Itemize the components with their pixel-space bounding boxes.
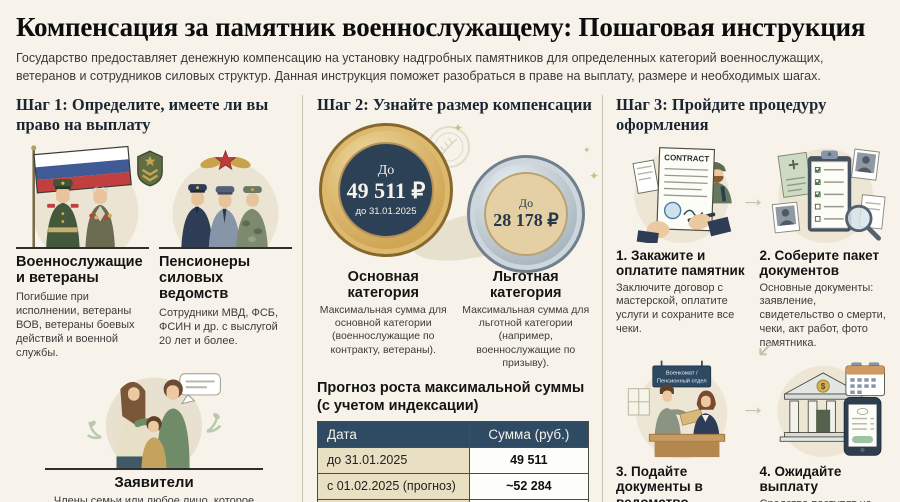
office-illustration: Военкомат / Пенсионный отдел (616, 357, 748, 459)
forecast-amount: ~52 284 (468, 473, 590, 501)
family-illustration (59, 368, 249, 469)
office-sign-line1: Военкомат / (666, 371, 698, 377)
sparkle-icon: ✦ (453, 120, 464, 135)
category-main-description: Максимальная сумма для основной категори… (319, 303, 447, 356)
forecast-header-amount: Сумма (руб.) (468, 421, 590, 449)
group-police-title: Пенсионеры силовых ведомств (159, 253, 251, 303)
applicants-block: Заявители Члены семьи или любое лицо, ко… (16, 368, 292, 502)
contract-label: CONTRACT (664, 153, 709, 164)
forecast-amount: ~55 212 (468, 499, 590, 502)
procedure-item-1: CONTRACT (616, 141, 748, 357)
step1-heading: Шаг 1: Определите, имеете ли вы право на… (16, 95, 269, 134)
forecast-date: с 01.02.2025 (прогноз) (317, 473, 470, 501)
step1-groups: Военнослужащие и ветераны Погибшие при и… (16, 141, 292, 361)
group-police: Пенсионеры силовых ведомств Сотрудники М… (159, 141, 292, 361)
documents-illustration (760, 141, 892, 243)
step2-heading: Шаг 2: Узнайте размер компенсации (317, 95, 592, 114)
coin-main-note: до 31.01.2025 (355, 205, 417, 217)
step1-section: Шаг 1: Определите, имеете ли вы право на… (0, 95, 302, 502)
category-privileged-description: Максимальная сумма для льготной категори… (462, 303, 590, 370)
categories: Основная категория Максимальная сумма дл… (317, 269, 592, 371)
applicants-label: Заявители Члены семьи или любое лицо, ко… (45, 468, 263, 502)
office-sign-line2: Пенсионный отдел (657, 377, 707, 384)
arrow-down-left-icon: ↙ (756, 334, 777, 362)
sergeant-chevron-icon (136, 149, 164, 187)
forecast-row: с 01.02.2025 (прогноз) ~52 284 (317, 473, 590, 501)
forecast-title: Прогноз роста максимальной суммы (с учет… (317, 380, 585, 414)
forecast-header-row: Дата Сумма (руб.) (317, 421, 590, 449)
group-police-description: Сотрудники МВД, ФСБ, ФСИН и др. с выслуг… (159, 307, 279, 348)
group-police-label: Пенсионеры силовых ведомств Сотрудники М… (159, 246, 292, 349)
page-title: Компенсация за памятник военнослужащему:… (16, 12, 866, 42)
coin-main-amount: 49 511 ₽ (346, 178, 426, 204)
header: Компенсация за памятник военнослужащему:… (0, 0, 900, 85)
procedure-1-title: 1. Закажите и оплатите памятник (616, 247, 745, 279)
columns: Шаг 1: Определите, имеете ли вы право на… (0, 95, 900, 502)
sparkle-icon: ✦ (589, 168, 600, 183)
group-military-title: Военнослужащие и ветераны (16, 253, 143, 286)
procedure-2-title: 2. Соберите пакет документов (759, 247, 880, 279)
step2-section: Шаг 2: Узнайте размер компенсации ✦ ✦ ✦ … (302, 95, 602, 502)
bank-payment-illustration: $ (760, 357, 892, 459)
procedure-item-3: Военкомат / Пенсионный отдел (616, 357, 748, 502)
coin-main-face: До 49 511 ₽ до 31.01.2025 (338, 141, 434, 238)
forecast-amount: 49 511 (468, 447, 590, 475)
arrow-right-icon: → (740, 182, 766, 213)
forecast-date: до 31.01.2025 (317, 447, 470, 475)
arrow-right-icon: → (740, 390, 766, 421)
forecast-row: с 01.02.2026 (прогноз) ~55 212 (317, 499, 590, 502)
procedure-1-description: Заключите договор с мастерской, оплатите… (616, 281, 735, 336)
procedure-4-description: Средства поступят на ваш банковский счет… (760, 498, 892, 502)
coin-privileged-amount: 28 178 ₽ (493, 210, 559, 231)
sparkle-icon: ✦ (583, 144, 591, 155)
forecast-table: Дата Сумма (руб.) до 31.01.2025 49 511 с… (317, 421, 590, 502)
coins-illustration: ✦ ✦ ✦ До 49 511 ₽ до 31.01.2025 До 28 17… (317, 120, 599, 273)
procedure-4-title: 4. Ожидайте выплату (759, 463, 842, 495)
group-military-label: Военнослужащие и ветераны Погибшие при и… (16, 246, 149, 361)
procedure-item-2: 2. Соберите пакет документов Основные до… (760, 141, 892, 357)
dollar-icon: $ (820, 382, 825, 391)
procedure-3-title: 3. Подайте документы в ведомство (616, 463, 703, 502)
step3-section: Шаг 3: Пройдите процедуру оформления → ↙… (602, 95, 899, 502)
page-subtitle: Государство предоставляет денежную компе… (16, 51, 824, 83)
coin-privileged-prefix: До (518, 195, 534, 210)
procedure-grid: → ↙ → (616, 141, 891, 502)
police-illustration (159, 141, 292, 247)
applicants-title: Заявители (114, 474, 194, 492)
category-main: Основная категория Максимальная сумма дл… (317, 269, 450, 371)
category-privileged: Льготная категория Максимальная сумма дл… (460, 269, 593, 371)
coin-privileged-face: До 28 178 ₽ (484, 171, 568, 256)
military-illustration (16, 141, 149, 247)
forecast-header-date: Дата (317, 421, 470, 449)
group-military: Военнослужащие и ветераны Погибшие при и… (16, 141, 149, 361)
applicants-description: Члены семьи или любое лицо, которое факт… (53, 495, 255, 502)
category-privileged-title: Льготная категория (490, 268, 562, 301)
step3-heading: Шаг 3: Пройдите процедуру оформления (616, 95, 827, 134)
forecast-row: до 31.01.2025 49 511 (317, 447, 590, 475)
category-main-title: Основная категория (347, 268, 419, 301)
coin-main-category: До 49 511 ₽ до 31.01.2025 (319, 122, 453, 257)
coin-main-prefix: До (377, 162, 395, 178)
procedure-item-4: $ (760, 357, 892, 502)
procedure-2-description: Основные документы: заявление, свидетель… (759, 281, 886, 350)
group-military-description: Погибшие при исполнении, ветераны ВОВ, в… (16, 291, 135, 360)
coin-privileged-category: До 28 178 ₽ (467, 154, 585, 273)
contract-illustration: CONTRACT (616, 141, 748, 243)
